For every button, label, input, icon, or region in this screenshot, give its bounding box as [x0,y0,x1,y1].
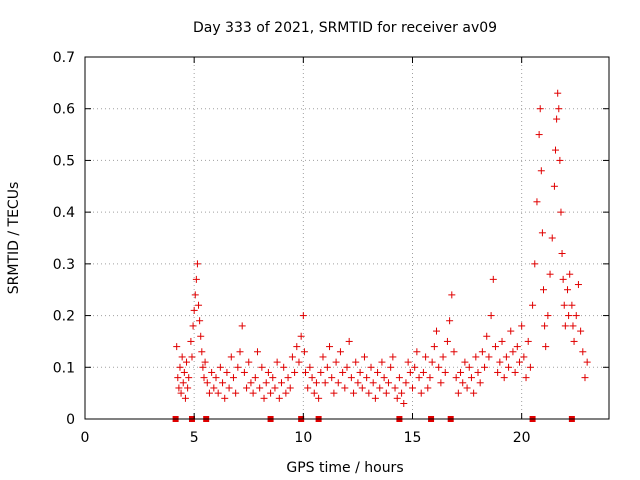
chart-title: Day 333 of 2021, SRMTID for receiver av0… [193,20,497,36]
x-tick-label: 15 [404,430,422,446]
y-tick-label: 0.1 [53,360,75,376]
y-tick-label: 0.6 [53,102,75,118]
y-tick-label: 0.7 [53,50,75,66]
y-tick-label: 0.4 [53,205,75,221]
y-tick-label: 0.3 [53,257,75,273]
x-tick-label: 20 [513,430,531,446]
x-axis-label: GPS time / hours [286,460,403,476]
y-tick-label: 0.5 [53,153,75,169]
y-tick-label: 0 [66,412,75,428]
x-tick-label: 10 [294,430,312,446]
y-axis-label: SRMTID / TECUs [6,182,22,295]
y-tick-label: 0.2 [53,309,75,325]
chart-background [0,0,640,480]
x-tick-label: 0 [81,430,90,446]
scatter-chart: 0 0.1 0.2 0.3 0.4 0.5 0.6 0.7 0 5 10 15 20 Day 333 o… [0,0,640,480]
x-tick-label: 5 [190,430,199,446]
